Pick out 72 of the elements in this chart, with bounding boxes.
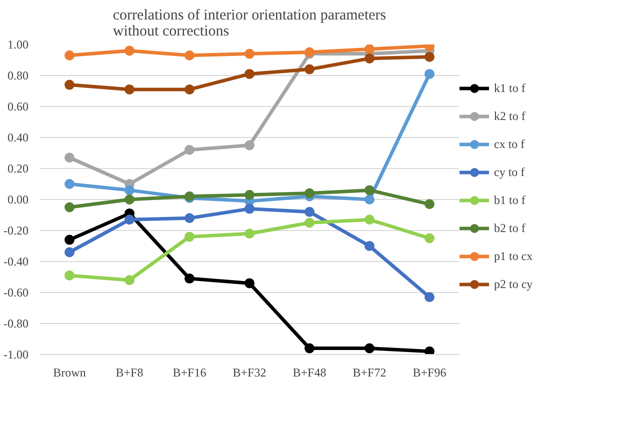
legend-label: k1 to f <box>494 80 526 96</box>
point <box>244 190 254 200</box>
point <box>364 343 374 354</box>
point <box>124 214 134 225</box>
y-tick-label: -0.40 <box>4 254 29 268</box>
y-tick-label: -0.60 <box>4 286 29 300</box>
x-tick-label: B+F8 <box>116 366 144 380</box>
point <box>364 53 374 64</box>
point <box>244 204 254 214</box>
point <box>64 202 74 212</box>
y-tick-label: 0.60 <box>8 100 28 114</box>
point <box>364 241 374 251</box>
x-tick-label: B+F72 <box>352 366 386 380</box>
point <box>64 270 74 280</box>
point <box>184 144 194 155</box>
point <box>184 213 194 224</box>
point <box>304 64 314 74</box>
x-tick-label: B+F32 <box>232 366 266 380</box>
legend-label: p2 to cy <box>494 276 533 292</box>
legend-label: b1 to f <box>494 192 526 208</box>
point <box>124 194 134 204</box>
point <box>424 52 434 62</box>
y-tick-label: -0.80 <box>4 316 29 330</box>
chart-title: correlations of interior orientation parameters without corrections <box>112 8 386 40</box>
point <box>424 292 434 302</box>
point <box>304 206 314 217</box>
point <box>364 185 374 196</box>
point <box>64 50 74 60</box>
point <box>364 44 374 54</box>
y-tick-label: 0.40 <box>8 130 28 144</box>
x-tick-label: B+F16 <box>172 366 206 380</box>
point <box>64 152 74 163</box>
legend-label: b2 to f <box>494 220 526 236</box>
point <box>124 84 134 94</box>
legend-label: cx to f <box>494 136 525 152</box>
point <box>244 278 254 288</box>
point <box>64 80 74 90</box>
x-tick-label: B+F48 <box>292 366 326 380</box>
point <box>424 233 434 244</box>
y-tick-label: 0.80 <box>8 68 28 82</box>
point <box>184 232 194 242</box>
y-tick-label: 0.20 <box>8 162 28 176</box>
point <box>184 50 194 60</box>
point <box>184 84 194 94</box>
legend-label: p1 to cx <box>494 248 533 264</box>
y-tick-label: -0.20 <box>4 224 29 238</box>
point <box>364 214 374 225</box>
y-tick-label: 0.00 <box>8 192 28 206</box>
point <box>304 343 314 354</box>
x-tick-label: Brown <box>53 366 86 380</box>
point <box>124 275 134 286</box>
point <box>244 68 254 79</box>
point <box>244 228 254 239</box>
y-tick-label: -1.00 <box>4 348 29 362</box>
point <box>424 68 434 79</box>
point <box>64 234 74 245</box>
point <box>244 140 254 150</box>
x-tick-label: B+F96 <box>412 366 446 380</box>
y-tick-label: 1.00 <box>8 38 28 52</box>
point <box>244 48 254 59</box>
point <box>424 346 434 354</box>
point <box>304 188 314 198</box>
point <box>184 274 194 284</box>
point <box>424 199 434 210</box>
point <box>304 218 314 228</box>
point <box>64 179 74 189</box>
point <box>124 46 134 56</box>
point <box>364 194 374 204</box>
legend-label: cy to f <box>494 164 525 180</box>
legend-label: k2 to f <box>494 108 526 124</box>
point <box>64 247 74 258</box>
point <box>124 185 134 196</box>
